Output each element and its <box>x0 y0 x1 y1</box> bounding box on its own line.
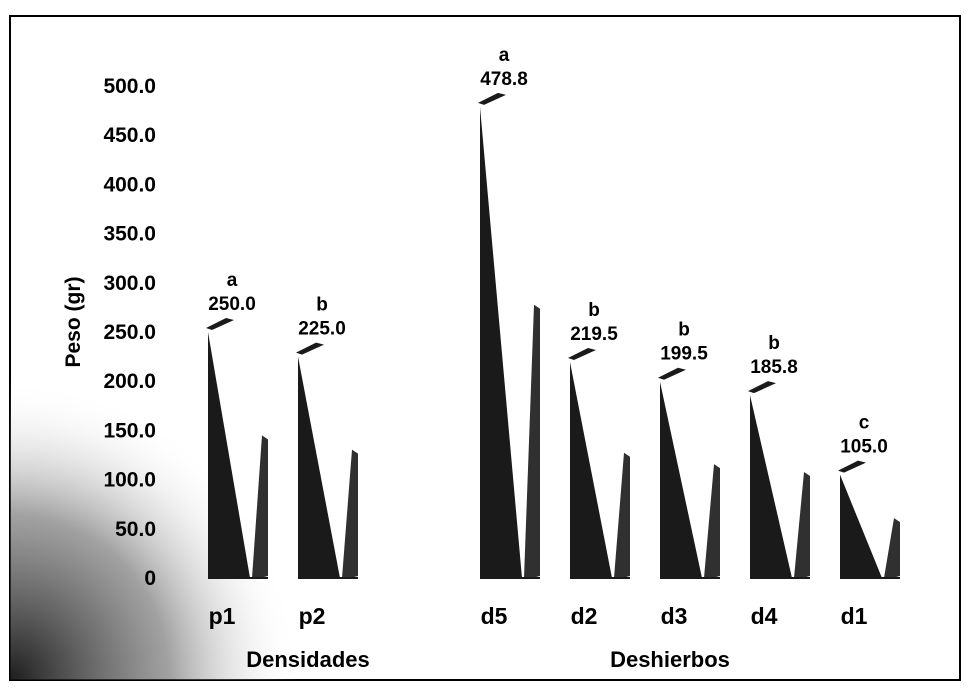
bar <box>570 362 612 578</box>
bar-side <box>524 304 540 578</box>
y-tick-label: 0 <box>144 567 156 590</box>
bar <box>840 474 882 578</box>
bar-side <box>614 452 630 578</box>
y-tick-label: 200.0 <box>103 370 156 393</box>
value-label: 225.0 <box>298 319 346 340</box>
bar-side <box>252 435 268 578</box>
y-tick-label: 100.0 <box>103 469 156 492</box>
y-tick-label: 50.0 <box>115 518 156 541</box>
top-marker <box>206 318 234 330</box>
x-tick-label: d4 <box>751 603 778 629</box>
significance-letter: a <box>499 45 510 66</box>
top-marker <box>838 460 866 473</box>
x-tick-label: d5 <box>481 603 508 629</box>
bar-side <box>794 471 810 578</box>
significance-letter: b <box>768 333 780 354</box>
significance-letter: b <box>678 320 690 341</box>
scan-shadow <box>10 380 300 680</box>
significance-letter: b <box>316 295 328 316</box>
x-tick-labels: p1 p2 d5 d2 d3 d4 d1 <box>209 603 868 629</box>
top-marker <box>568 348 596 361</box>
y-tick-label: 150.0 <box>103 419 156 442</box>
bar <box>480 106 522 578</box>
value-label: 105.0 <box>840 437 888 458</box>
y-tick-label: 500.0 <box>103 75 156 98</box>
x-tick-label: d2 <box>571 603 598 629</box>
group-label: Deshierbos <box>610 647 730 672</box>
value-label: 199.5 <box>660 344 708 365</box>
value-label: 478.8 <box>480 69 528 90</box>
value-label: 219.5 <box>570 324 618 345</box>
bars-layer <box>208 106 900 579</box>
value-label: 185.8 <box>750 357 798 378</box>
value-label: 250.0 <box>208 294 256 315</box>
bar-side <box>884 518 900 578</box>
value-labels-layer: 250.0 a 225.0 b 478.8 a 219.5 b 199.5 b 185.8 b 105.… <box>206 45 888 473</box>
y-tick-label: 300.0 <box>103 272 156 295</box>
bar <box>750 395 792 578</box>
x-tick-label: d3 <box>661 603 688 629</box>
group-labels: Densidades Deshierbos <box>246 647 730 672</box>
y-tick-labels: 500.0 450.0 400.0 350.0 300.0 250.0 200.0 150.0… <box>103 75 156 590</box>
bar <box>660 381 702 578</box>
significance-letter: b <box>588 300 600 321</box>
significance-letter: c <box>859 413 870 434</box>
bar-side <box>704 464 720 578</box>
top-marker <box>658 367 686 380</box>
top-marker <box>478 92 506 105</box>
y-tick-label: 400.0 <box>103 173 156 196</box>
y-tick-label: 350.0 <box>103 223 156 246</box>
bar <box>298 356 340 578</box>
bar <box>208 332 250 578</box>
top-marker <box>296 342 324 355</box>
significance-letter: a <box>227 270 238 291</box>
y-axis-label: Peso (gr) <box>62 276 85 367</box>
x-tick-label: p1 <box>209 603 236 629</box>
x-tick-label: d1 <box>841 603 868 629</box>
bar-side <box>342 449 358 578</box>
y-tick-label: 250.0 <box>103 321 156 344</box>
group-label: Densidades <box>246 647 370 672</box>
x-tick-label: p2 <box>299 603 326 629</box>
y-tick-label: 450.0 <box>103 124 156 147</box>
top-marker <box>748 381 776 394</box>
